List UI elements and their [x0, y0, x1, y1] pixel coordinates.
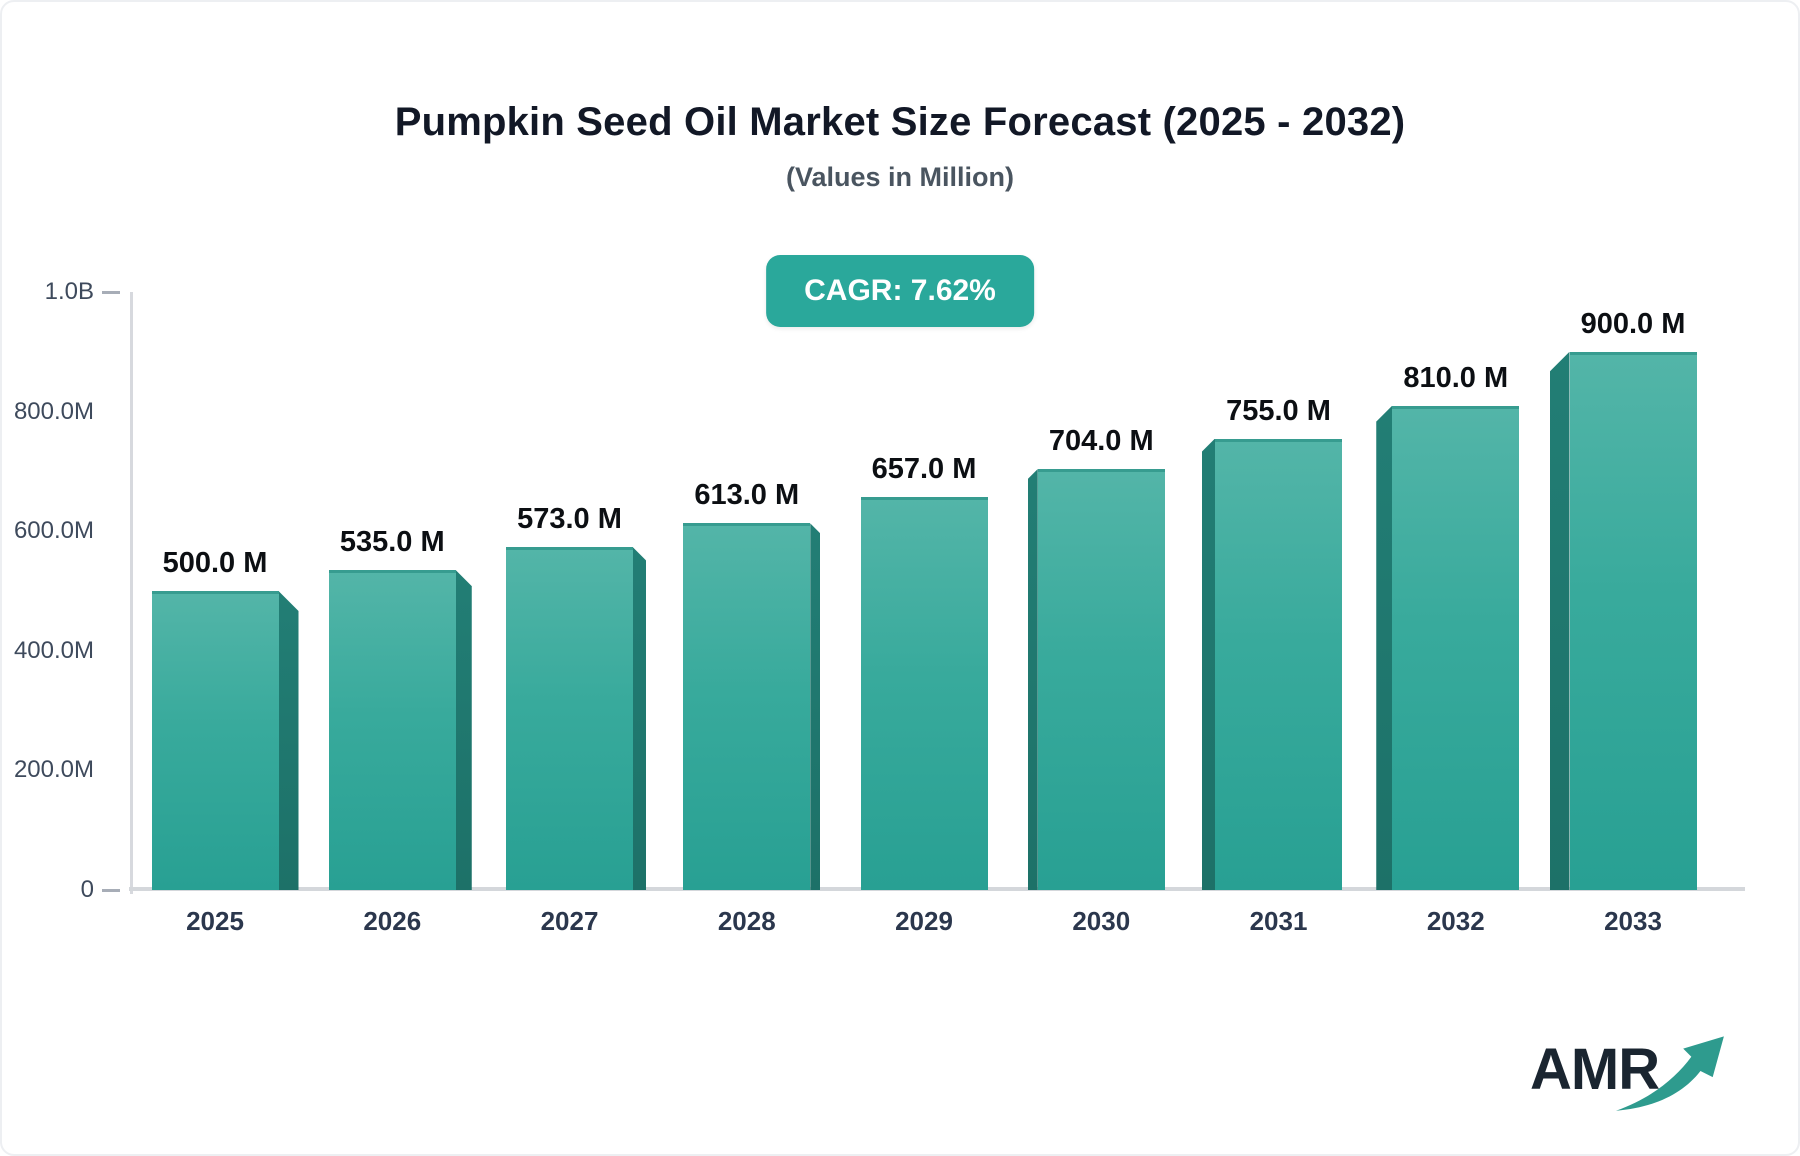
y-axis-tick-mark — [102, 290, 120, 294]
y-axis-tick-mark — [102, 888, 120, 892]
y-axis-tick-label: 400.0M — [13, 636, 94, 664]
y-axis-line — [130, 292, 133, 894]
bar-value-label-2026: 535.0 M — [339, 526, 445, 559]
bar-side-face-2033 — [1549, 351, 1570, 890]
amr-logo: AMR — [1530, 1030, 1740, 1114]
x-axis-label-2032: 2032 — [1426, 906, 1485, 936]
x-axis-label-2033: 2033 — [1604, 906, 1662, 936]
bar-2025 — [151, 591, 279, 890]
bar-2027 — [506, 547, 633, 890]
bar-value-label-2029: 657.0 M — [871, 453, 977, 486]
bar-value-label-2032: 810.0 M — [1403, 361, 1509, 394]
chart-title: Pumpkin Seed Oil Market Size Forecast (2… — [394, 100, 1406, 144]
bar-value-label-2028: 613.0 M — [694, 479, 800, 512]
bar-side-face-2031 — [1202, 438, 1215, 890]
bar-value-label-2033: 900.0 M — [1580, 307, 1686, 340]
y-axis-tick-label: 0 — [80, 876, 94, 903]
y-axis-tick-label: 200.0M — [13, 756, 94, 784]
bar-2030 — [1037, 469, 1165, 890]
bar-value-label-2030: 704.0 M — [1048, 425, 1154, 457]
x-axis-label-2027: 2027 — [540, 906, 599, 936]
x-axis-label-2026: 2026 — [363, 906, 422, 936]
y-axis-tick-label: 800.0M — [13, 397, 94, 425]
bar-2032 — [1392, 405, 1520, 890]
growth-arrow-icon — [1616, 1036, 1724, 1111]
bar-side-face-2028 — [810, 523, 821, 890]
bar-value-label-2031: 755.0 M — [1226, 394, 1331, 427]
x-axis-label-2028: 2028 — [717, 906, 776, 936]
cagr-badge: CAGR: 7.62% — [766, 255, 1034, 327]
amr-logo-text: AMR — [1530, 1037, 1660, 1102]
bar-side-face-2025 — [278, 591, 299, 890]
bar-2028 — [683, 523, 811, 890]
y-axis-tick-label: 600.0M — [13, 517, 94, 545]
chart-subtitle: (Values in Million) — [785, 162, 1015, 192]
bar-value-label-2025: 500.0 M — [162, 547, 268, 579]
bar-2031 — [1215, 438, 1342, 890]
bar-side-face-2027 — [633, 547, 646, 890]
bar-side-face-2032 — [1376, 405, 1393, 890]
bar-2026 — [328, 570, 456, 890]
bar-2029 — [860, 497, 988, 890]
bar-2033 — [1569, 351, 1697, 890]
x-axis-label-2031: 2031 — [1249, 906, 1308, 936]
bar-side-face-2026 — [455, 570, 472, 890]
x-axis-label-2029: 2029 — [895, 906, 953, 936]
x-axis-label-2030: 2030 — [1072, 906, 1131, 936]
bar-side-face-2030 — [1027, 469, 1038, 890]
y-axis-tick-label: 1.0B — [44, 278, 94, 305]
bar-value-label-2027: 573.0 M — [517, 503, 622, 536]
x-axis-label-2025: 2025 — [186, 906, 244, 936]
